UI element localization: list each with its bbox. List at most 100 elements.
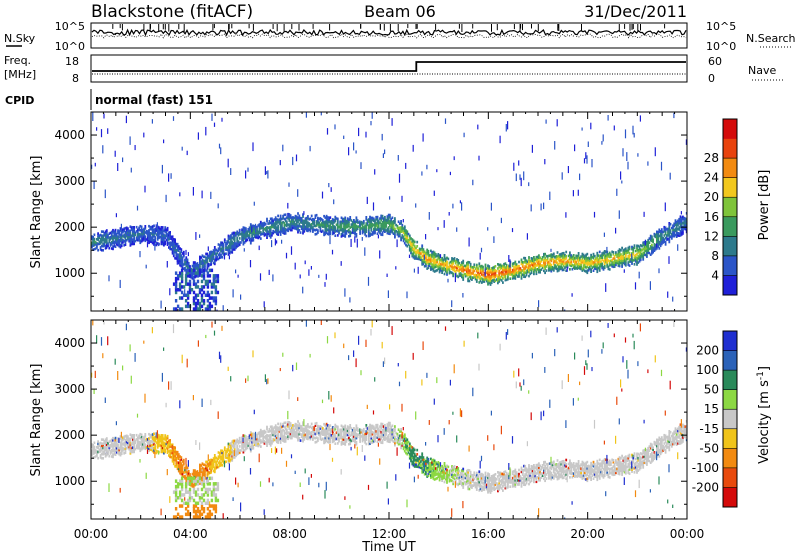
power-echo-cell [551, 257, 554, 261]
power-echo-cell [210, 290, 214, 295]
velocity-echo-cell [97, 446, 99, 450]
power-echo-cell [485, 267, 488, 270]
power-echo-cell [447, 268, 450, 271]
power-echo-cell [511, 264, 514, 268]
power-echo-cell [411, 238, 414, 241]
cpid-value: normal (fast) 151 [95, 93, 213, 107]
power-echo-cell [590, 258, 592, 261]
power-echo-cell [298, 218, 301, 222]
power-echo-cell [266, 230, 268, 233]
power-echo-cell [326, 216, 329, 219]
power-echo-cell [295, 223, 298, 227]
power-echo-cell [354, 230, 356, 234]
power-echo-cell [259, 220, 262, 224]
power-echo-cell [521, 269, 524, 272]
power-echo-cell [423, 265, 426, 268]
power-echo-cell [372, 232, 375, 235]
power-echo-cell [459, 274, 462, 277]
power-echo-cell [284, 232, 287, 235]
power-echo-cell [375, 215, 378, 219]
velocity-echo-cell [300, 427, 303, 430]
power-echo-cell [178, 285, 182, 289]
velocity-echo-cell [292, 432, 294, 435]
power-noise-echo [571, 293, 573, 297]
power-echo-cell [598, 265, 601, 268]
velocity-echo-cell [192, 469, 195, 472]
power-echo-cell [104, 236, 107, 240]
power-echo-cell [96, 242, 98, 245]
power-echo-cell [346, 217, 349, 220]
power-echo-cell [663, 234, 666, 237]
power-echo-cell [515, 273, 518, 277]
power-echo-cell [257, 232, 260, 236]
power-echo-cell [220, 247, 222, 251]
power-echo-cell [362, 226, 365, 229]
power-noise-echo [398, 173, 401, 183]
power-echo-cell [199, 255, 201, 259]
power-echo-cell [264, 229, 267, 232]
power-echo-cell [225, 244, 227, 247]
power-echo-cell [488, 265, 491, 268]
power-echo-cell [659, 234, 662, 237]
power-echo-cell [432, 252, 435, 256]
power-echo-cell [100, 234, 103, 237]
velocity-echo-cell [217, 465, 220, 469]
velocity-echo-cell [263, 431, 266, 435]
velocity-echo-cell [115, 451, 118, 454]
power-echo-cell [210, 256, 212, 260]
velocity-echo-cell [110, 455, 113, 458]
power-echo-cell [263, 232, 266, 235]
power-echo-cell [672, 234, 674, 238]
power-noise-echo [329, 236, 331, 245]
power-echo-cell [416, 240, 419, 244]
velocity-echo-cell [272, 437, 275, 441]
power-noise-echo [91, 164, 93, 169]
power-echo-cell [100, 238, 103, 242]
velocity-echo-cell [145, 437, 148, 441]
velocity-echo-cell [268, 440, 271, 443]
power-echo-cell [473, 273, 476, 277]
velocity-echo-cell [158, 442, 160, 446]
power-echo-cell [369, 232, 371, 235]
velocity-echo-cell [206, 466, 209, 470]
power-echo-cell [377, 223, 380, 227]
velocity-echo-cell [120, 450, 123, 453]
power-echo-cell [175, 242, 178, 246]
velocity-echo-cell [210, 469, 212, 472]
power-echo-cell [232, 235, 235, 239]
power-echo-cell [119, 233, 122, 237]
power-noise-echo [206, 268, 208, 273]
power-echo-cell [199, 261, 201, 265]
power-echo-cell [201, 269, 204, 272]
power-echo-cell [164, 230, 167, 233]
power-echo-cell [326, 220, 329, 223]
velocity-echo-cell [102, 442, 104, 446]
power-echo-cell [646, 253, 648, 256]
power-echo-cell [340, 226, 343, 230]
power-noise-echo [94, 162, 96, 167]
power-echo-cell [487, 283, 489, 286]
power-echo-cell [469, 269, 472, 272]
power-echo-cell [638, 249, 641, 253]
power-echo-cell [168, 246, 170, 249]
power-echo-cell [379, 221, 381, 225]
power-echo-cell [151, 237, 154, 241]
velocity-echo-cell [123, 452, 126, 455]
power-echo-cell [318, 221, 320, 225]
power-echo-cell [538, 264, 540, 268]
velocity-echo-cell [266, 434, 268, 437]
velocity-echo-cell [117, 443, 119, 447]
power-echo-cell [165, 238, 168, 242]
power-echo-cell [123, 244, 126, 247]
velocity-echo-cell [166, 449, 169, 452]
velocity-noise-echo [305, 320, 307, 327]
velocity-echo-cell [201, 477, 204, 480]
power-noise-echo [117, 163, 119, 171]
velocity-echo-cell [184, 477, 186, 480]
power-echo-cell [617, 264, 620, 267]
power-echo-cell [651, 239, 653, 243]
power-echo-cell [370, 227, 373, 230]
power-echo-cell [407, 243, 410, 246]
power-echo-cell [484, 265, 487, 269]
power-echo-cell [611, 262, 614, 266]
